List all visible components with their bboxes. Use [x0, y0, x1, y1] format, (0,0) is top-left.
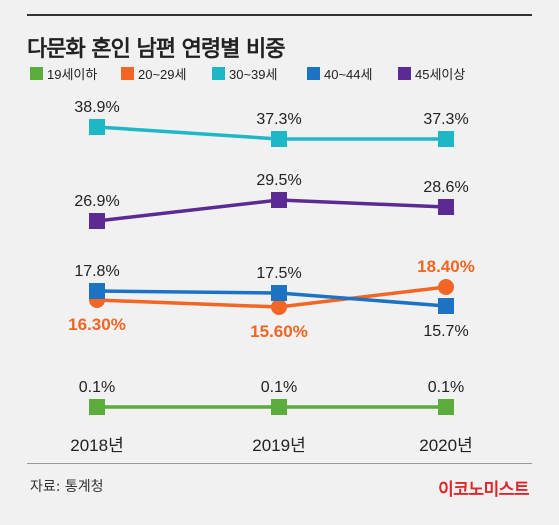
point-4-2: [438, 199, 454, 215]
point-3-0: [89, 283, 105, 299]
data-label-4-0: 26.9%: [74, 193, 119, 210]
legend-label-1: 20~29세: [138, 67, 186, 82]
data-label-3-0: 17.8%: [74, 263, 119, 280]
top-rule: [27, 14, 532, 16]
data-label-3-1: 17.5%: [256, 265, 301, 282]
data-label-0-0: 0.1%: [79, 379, 115, 396]
legend-label-4: 45세이상: [415, 67, 465, 82]
point-0-1: [271, 399, 287, 415]
data-label-1-0: 16.30%: [68, 315, 126, 334]
point-2-2: [438, 131, 454, 147]
x-tick-label-1: 2019년: [252, 436, 305, 455]
x-tick-label-2: 2020년: [419, 436, 472, 455]
point-1-2: [438, 279, 454, 295]
point-4-1: [271, 192, 287, 208]
source-note: 자료: 통계청: [30, 479, 104, 495]
x-tick-label-0: 2018년: [70, 436, 123, 455]
point-2-0: [89, 119, 105, 135]
data-label-0-1: 0.1%: [261, 379, 297, 396]
data-label-4-1: 29.5%: [256, 172, 301, 189]
data-label-1-2: 18.40%: [417, 257, 475, 276]
data-label-0-2: 0.1%: [428, 379, 464, 396]
point-3-1: [271, 285, 287, 301]
legend-swatch-0: [30, 67, 43, 80]
data-label-2-2: 37.3%: [423, 111, 468, 128]
legend-swatch-1: [121, 67, 134, 80]
legend-swatch-2: [212, 67, 225, 80]
bottom-rule: [27, 463, 532, 464]
point-4-0: [89, 213, 105, 229]
point-1-1: [271, 299, 287, 315]
point-2-1: [271, 131, 287, 147]
data-label-4-2: 28.6%: [423, 179, 468, 196]
legend-label-2: 30~39세: [229, 67, 277, 82]
data-label-2-0: 38.9%: [74, 99, 119, 116]
legend-label-3: 40~44세: [324, 67, 372, 82]
brand-logo: 이코노미스트: [438, 480, 529, 500]
chart-title: 다문화 혼인 남편 연령별 비중: [27, 37, 286, 62]
data-label-3-2: 15.7%: [423, 323, 468, 340]
legend-swatch-3: [307, 67, 320, 80]
point-0-2: [438, 399, 454, 415]
legend-label-0: 19세이하: [47, 67, 97, 82]
data-label-1-1: 15.60%: [250, 322, 308, 341]
point-3-2: [438, 298, 454, 314]
legend-swatch-4: [398, 67, 411, 80]
point-0-0: [89, 399, 105, 415]
data-label-2-1: 37.3%: [256, 111, 301, 128]
